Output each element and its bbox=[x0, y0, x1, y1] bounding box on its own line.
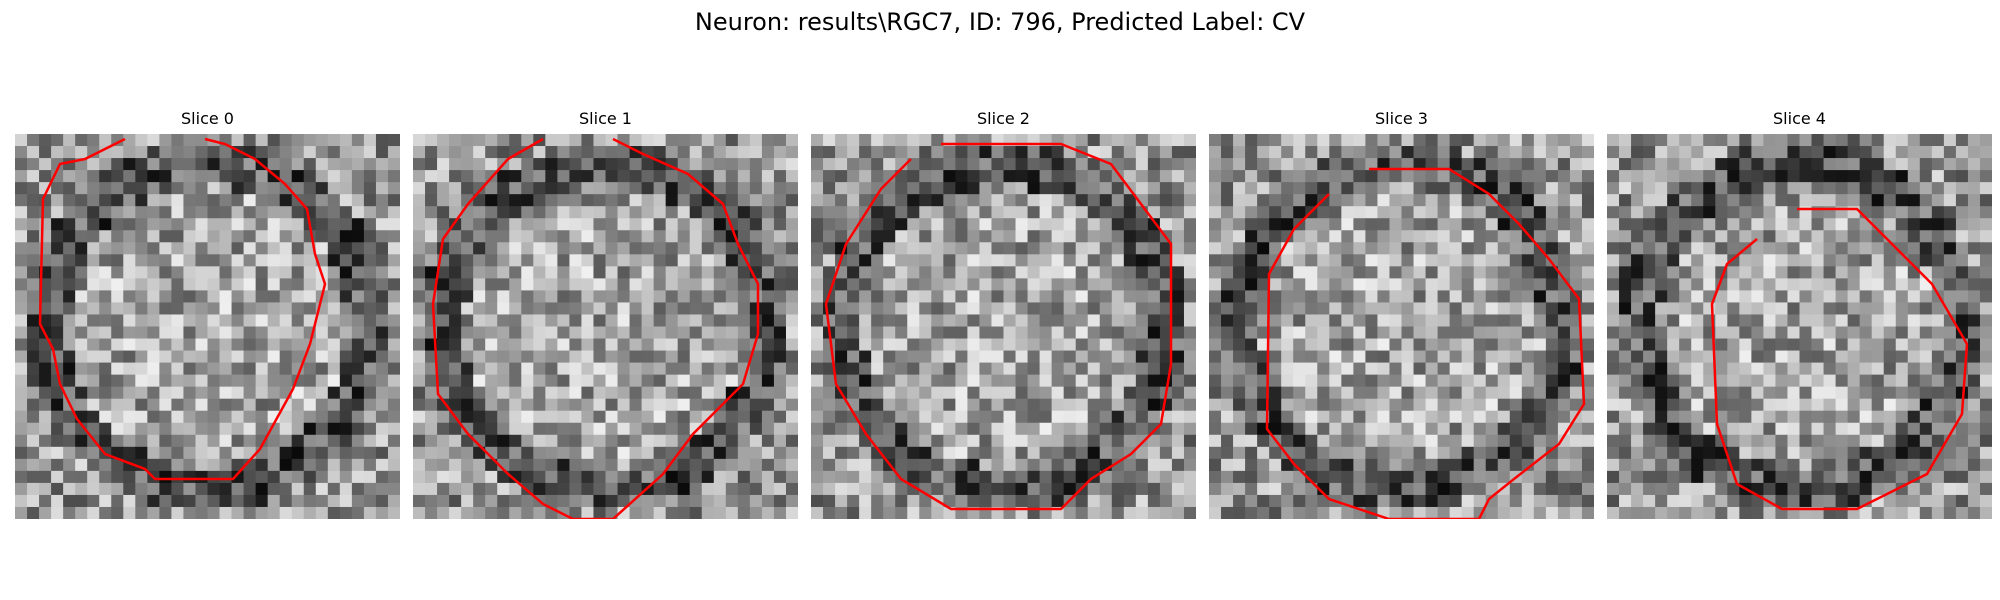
slice-image-3 bbox=[1209, 134, 1594, 519]
slice-panel-4: Slice 4 bbox=[1607, 108, 1992, 519]
slice-panel-3: Slice 3 bbox=[1209, 108, 1594, 519]
pixel-grid bbox=[811, 134, 1196, 519]
slice-image-2 bbox=[811, 134, 1196, 519]
slice-panel-1: Slice 1 bbox=[413, 108, 798, 519]
membrane-contour bbox=[1710, 207, 1969, 511]
figure-title: Neuron: results\RGC7, ID: 796, Predicted… bbox=[694, 8, 1306, 36]
slice-title: Slice 1 bbox=[579, 109, 632, 128]
slice-panel-2: Slice 2 bbox=[811, 108, 1196, 519]
membrane-contour bbox=[824, 142, 1173, 511]
pixel-grid bbox=[413, 134, 798, 519]
slice-title: Slice 0 bbox=[181, 109, 234, 128]
membrane-contour bbox=[38, 137, 327, 481]
slice-title: Slice 3 bbox=[1375, 109, 1428, 128]
slice-title: Slice 4 bbox=[1773, 109, 1826, 128]
membrane-contour bbox=[1265, 167, 1586, 519]
slice-image-4 bbox=[1607, 134, 1992, 519]
pixel-grid bbox=[1209, 134, 1594, 519]
membrane-contour bbox=[431, 137, 760, 519]
slice-image-0 bbox=[15, 134, 400, 519]
pixel-grid bbox=[15, 134, 400, 519]
slice-panel-0: Slice 0 bbox=[15, 108, 400, 519]
slice-image-1 bbox=[413, 134, 798, 519]
slice-title: Slice 2 bbox=[977, 109, 1030, 128]
